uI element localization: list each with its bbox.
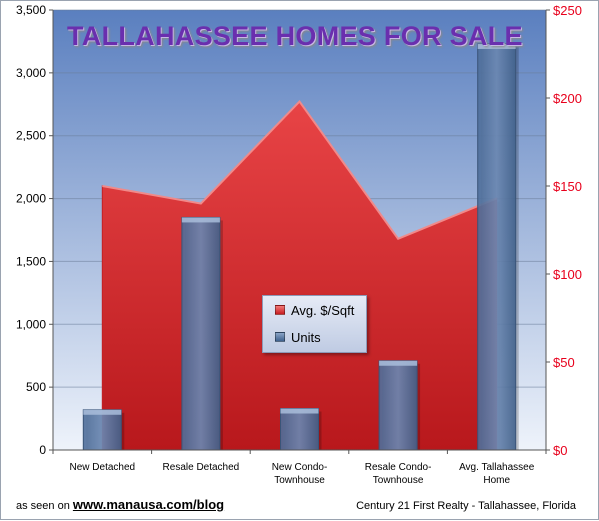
category-label: Townhouse: [274, 475, 325, 486]
units-bar: [477, 43, 517, 451]
footer-source: as seen on www.manausa.com/blog: [16, 497, 224, 512]
legend-swatch-units: [275, 332, 285, 342]
price-point: [199, 202, 202, 205]
left-tick-label: 1,000: [16, 317, 46, 331]
left-tick-label: 2,000: [16, 192, 46, 206]
right-tick-label: $0: [553, 443, 567, 458]
right-tick-label: $200: [553, 91, 582, 106]
price-point: [298, 100, 301, 103]
category-labels: New Detached Resale Detached New Condo- Tow…: [70, 462, 535, 486]
category-label: Resale Detached: [163, 462, 240, 473]
units-bar-cap: [181, 217, 220, 223]
units-bar-cap: [477, 43, 516, 49]
chart-title: TALLAHASSEE HOMES FOR SALE: [67, 21, 523, 51]
category-label: Resale Condo-: [365, 462, 432, 473]
right-tick-label: $250: [553, 3, 582, 18]
legend-swatch-price: [275, 305, 285, 315]
legend-item-units: Units: [275, 329, 321, 345]
category-label: Home: [483, 475, 510, 486]
price-area-top-edge: [102, 99, 498, 241]
units-bar-series: [82, 43, 519, 451]
right-tick-label: $150: [553, 179, 582, 194]
left-tick-label: 3,500: [16, 3, 46, 17]
category-label: New Detached: [70, 462, 136, 473]
right-axis-ticks: $0 $50 $100 $150 $200 $250: [553, 3, 582, 458]
category-label: Townhouse: [373, 475, 424, 486]
units-bar-cap: [379, 360, 418, 366]
right-tick-label: $100: [553, 267, 582, 282]
footer-prefix: as seen on: [16, 500, 70, 512]
footer-url-link[interactable]: www.manausa.com/blog: [72, 497, 225, 512]
units-bar: [280, 408, 319, 451]
units-bar-cap: [280, 408, 319, 414]
left-tick-label: 0: [39, 443, 46, 457]
left-axis-ticks: 0 500 1,000 1,500 2,000 2,500 3,000 3,500: [16, 3, 46, 457]
legend-item-price: Avg. $/Sqft: [275, 302, 354, 318]
left-tick-label: 1,500: [16, 254, 46, 268]
price-point: [397, 237, 400, 240]
right-tick-label: $50: [553, 355, 575, 370]
legend-label-units: Units: [291, 329, 321, 345]
category-label: New Condo-: [272, 462, 328, 473]
chart-legend: Avg. $/Sqft Units: [262, 295, 367, 353]
price-point: [101, 185, 104, 188]
legend-label-price: Avg. $/Sqft: [291, 302, 355, 318]
left-tick-label: 500: [26, 380, 46, 394]
units-bar: [378, 360, 418, 451]
units-bar: [82, 409, 122, 451]
footer-credit: Century 21 First Realty - Tallahassee, F…: [356, 500, 576, 512]
left-tick-label: 2,500: [16, 129, 46, 143]
units-bar-cap: [83, 409, 122, 415]
left-tick-label: 3,000: [16, 66, 46, 80]
category-label: Avg. Tallahassee: [459, 462, 535, 473]
units-bar: [181, 216, 221, 451]
